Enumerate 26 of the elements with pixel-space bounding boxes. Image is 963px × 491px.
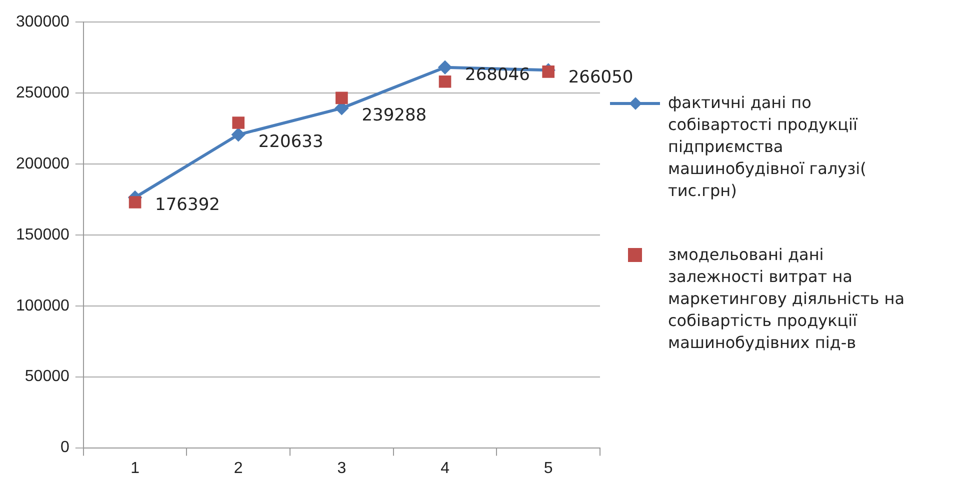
x-tick-label: 3 [337,460,346,477]
y-tick-label: 250000 [16,84,70,102]
y-tick-label: 50000 [24,368,70,386]
y-tick-label: 150000 [16,226,70,244]
x-tick-label: 5 [544,460,553,477]
data-label: 220633 [258,132,324,152]
x-tick-label: 2 [234,460,243,477]
data-label: 176392 [155,194,220,215]
point [438,75,452,88]
x-tick-label: 4 [440,460,450,477]
data-label: 268046 [465,64,530,85]
y-tick-label: 300000 [16,13,70,30]
point [542,66,554,78]
point [232,116,245,129]
data-label: 266050 [568,68,634,88]
point [336,92,348,104]
legend-label: фактичні дані по собівартості продукції підприємства машинобудівної галузі( тис.грн) [668,92,868,202]
x-tick-label: 1 [130,460,140,477]
point [438,60,452,74]
point [232,128,245,142]
legend-label: змодельовані дані залежності витрат на маркетингову діяльність на собівартість продукції машинобудівних під-в [668,244,906,354]
point [128,196,142,208]
y-tick-label: 0 [60,439,70,456]
data-label: 239288 [362,106,427,126]
y-tick-label: 100000 [16,297,70,314]
y-tick-label: 200000 [16,155,70,172]
